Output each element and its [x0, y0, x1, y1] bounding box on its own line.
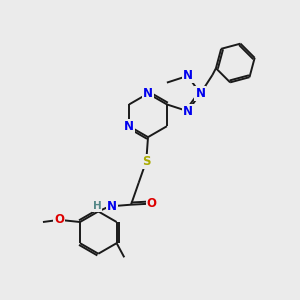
Text: S: S	[142, 154, 151, 168]
Text: N: N	[107, 200, 117, 213]
Text: O: O	[54, 213, 64, 226]
Text: N: N	[195, 87, 206, 100]
Text: H: H	[93, 201, 102, 212]
Text: O: O	[147, 197, 157, 210]
Text: N: N	[143, 87, 153, 100]
Text: N: N	[183, 69, 193, 82]
Text: N: N	[124, 120, 134, 133]
Text: N: N	[183, 105, 193, 118]
